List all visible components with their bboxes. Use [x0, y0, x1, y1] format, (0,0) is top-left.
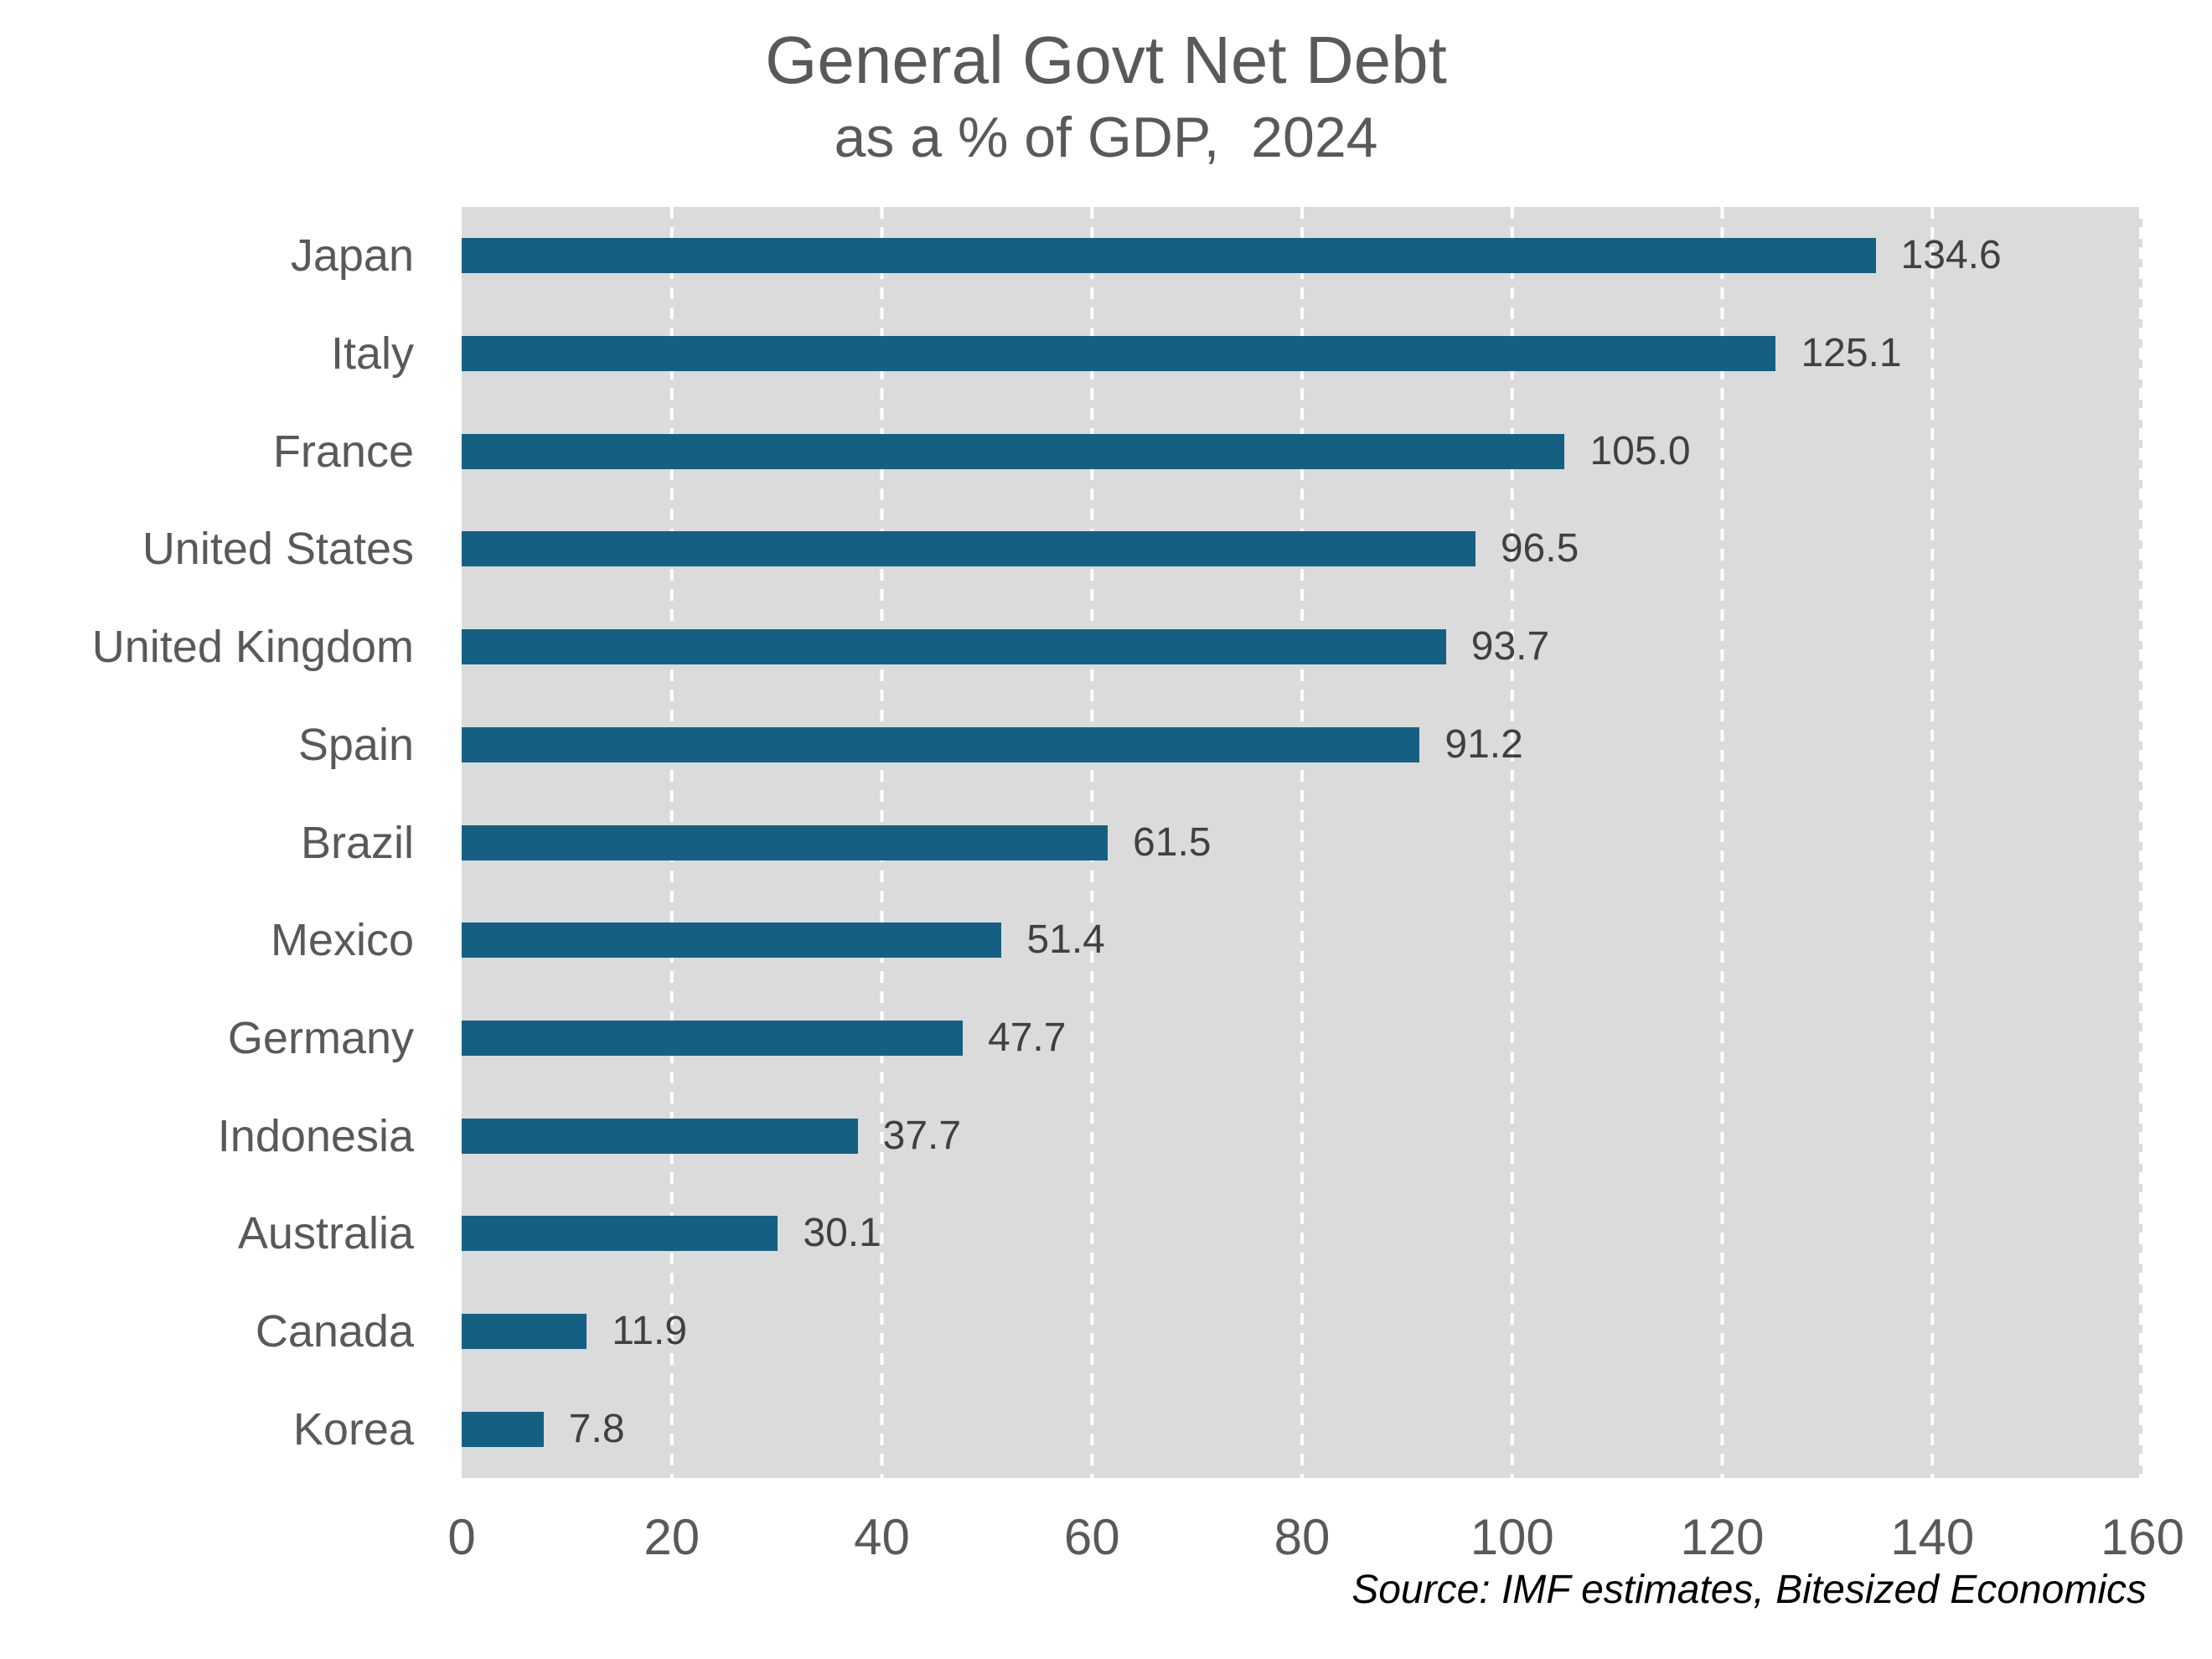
category-label-japan: Japan	[290, 230, 414, 282]
bar-japan	[462, 238, 1876, 274]
x-tick-120: 120	[1680, 1509, 1765, 1565]
source-note: Source: IMF estimates, Bitesized Economi…	[1351, 1568, 2147, 1612]
category-label-indonesia: Indonesia	[217, 1110, 414, 1161]
value-label-canada: 11.9	[612, 1308, 688, 1353]
x-tick-140: 140	[1890, 1509, 1975, 1565]
bar-indonesia	[462, 1118, 858, 1154]
category-label-united-kingdom: United Kingdom	[91, 622, 414, 673]
bar-france	[462, 433, 1565, 469]
plot-area	[462, 207, 2142, 1478]
category-label-italy: Italy	[330, 328, 414, 380]
value-label-australia: 30.1	[803, 1211, 881, 1256]
value-label-mexico: 51.4	[1026, 917, 1105, 963]
value-label-united-kingdom: 93.7	[1470, 624, 1550, 669]
bar-korea	[462, 1411, 544, 1447]
bar-mexico	[462, 923, 1002, 959]
category-label-germany: Germany	[227, 1012, 414, 1063]
x-tick-160: 160	[2100, 1509, 2185, 1565]
value-label-japan: 134.6	[1900, 233, 2002, 278]
gridlines	[669, 207, 2142, 1478]
bar-brazil	[462, 824, 1109, 861]
bar-united-states	[462, 531, 1476, 567]
category-label-brazil: Brazil	[300, 817, 414, 868]
x-tick-60: 60	[1063, 1509, 1120, 1565]
bar-united-kingdom	[462, 629, 1446, 665]
bar-germany	[462, 1020, 964, 1056]
value-label-brazil: 61.5	[1133, 819, 1212, 865]
chart-subtitle: as a % of GDP, 2024	[834, 106, 1378, 169]
category-label-korea: Korea	[292, 1403, 414, 1455]
value-label-korea: 7.8	[568, 1406, 625, 1451]
value-label-germany: 47.7	[988, 1015, 1067, 1060]
category-label-canada: Canada	[255, 1305, 414, 1357]
x-tick-80: 80	[1274, 1509, 1331, 1565]
bar-italy	[462, 336, 1776, 372]
value-label-france: 105.0	[1589, 428, 1691, 473]
category-label-france: France	[272, 426, 414, 477]
value-label-indonesia: 37.7	[882, 1113, 962, 1158]
category-label-australia: Australia	[237, 1208, 414, 1259]
value-label-italy: 125.1	[1801, 331, 1902, 376]
value-label-spain: 91.2	[1445, 721, 1523, 767]
x-tick-100: 100	[1470, 1509, 1554, 1565]
category-label-spain: Spain	[297, 719, 414, 770]
category-label-united-states: United States	[142, 524, 414, 575]
x-tick-0: 0	[447, 1509, 476, 1565]
bar-canada	[462, 1313, 587, 1349]
x-tick-40: 40	[854, 1509, 910, 1565]
x-tick-20: 20	[643, 1509, 700, 1565]
bar-australia	[462, 1216, 778, 1252]
value-label-united-states: 96.5	[1500, 526, 1579, 571]
chart-title: General Govt Net Debt	[765, 23, 1447, 97]
category-label-mexico: Mexico	[270, 915, 414, 966]
bar-spain	[462, 726, 1420, 762]
